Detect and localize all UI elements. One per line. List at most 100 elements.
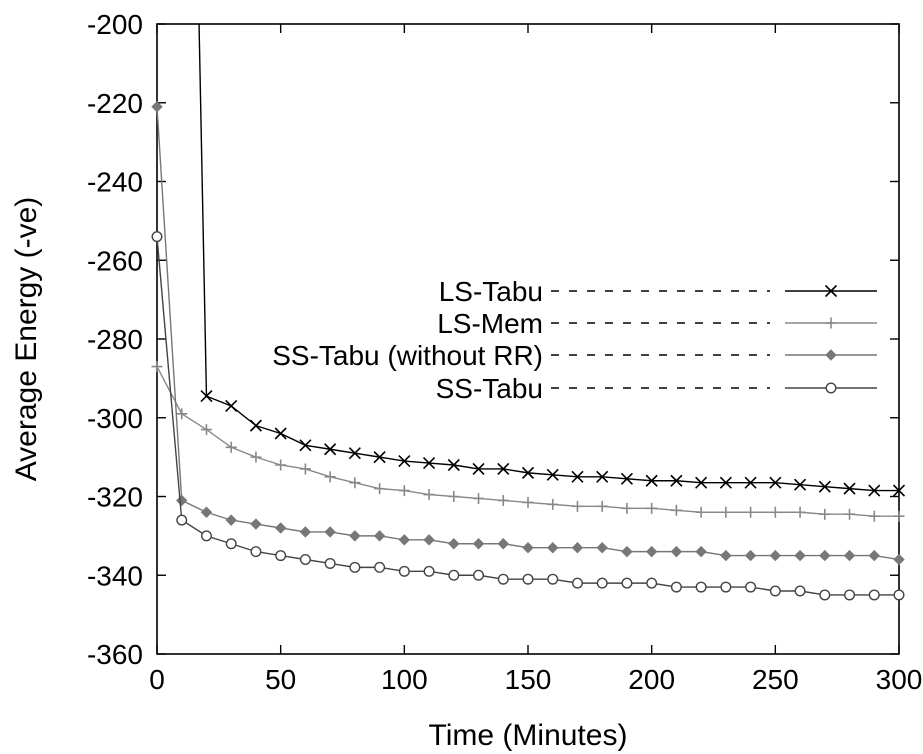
marker-x — [225, 399, 238, 413]
marker-circle — [844, 589, 856, 601]
y-axis-title: Average Energy (-ve) — [10, 197, 43, 482]
marker-circle — [745, 581, 757, 593]
y-tick-label: -300 — [87, 403, 143, 434]
marker-plus — [522, 496, 534, 508]
marker-plus — [571, 500, 583, 512]
marker-plus — [473, 492, 485, 504]
marker-plus — [646, 502, 658, 514]
marker-plus — [324, 471, 336, 483]
marker-circle — [151, 231, 163, 243]
marker-diamond — [621, 545, 633, 558]
marker-x — [521, 466, 535, 479]
series-layer — [151, 23, 906, 601]
marker-plus — [819, 508, 831, 520]
marker-diamond — [547, 541, 559, 554]
marker-plus — [275, 459, 287, 471]
marker-circle — [893, 589, 905, 601]
marker-plus — [745, 506, 757, 518]
marker-plus — [349, 477, 361, 489]
x-tick-label: 50 — [265, 664, 296, 695]
x-tick-label: 0 — [149, 664, 165, 695]
marker-circle — [299, 554, 311, 566]
marker-diamond — [398, 534, 411, 546]
marker-x — [348, 447, 361, 460]
marker-plus — [151, 361, 163, 373]
marker-plus — [398, 485, 410, 497]
marker-circle — [720, 581, 732, 593]
marker-diamond — [472, 538, 485, 550]
marker-circle — [794, 585, 806, 597]
y-tick-label: -340 — [87, 560, 143, 591]
marker-diamond — [497, 538, 509, 550]
marker-plus — [448, 491, 460, 502]
marker-x — [398, 454, 411, 468]
marker-circle — [646, 577, 658, 589]
marker-x — [645, 474, 658, 487]
series-line — [206, 395, 899, 492]
marker-plus — [695, 506, 707, 518]
marker-plus — [374, 483, 386, 495]
marker-circle — [670, 581, 682, 593]
marker-circle — [176, 514, 188, 526]
marker-circle — [398, 565, 410, 577]
marker-plus — [497, 494, 509, 506]
marker-x — [596, 470, 609, 483]
legend-entry: SS-Tabu — [436, 373, 877, 404]
marker-x — [447, 458, 460, 472]
marker-circle — [596, 577, 608, 589]
marker-plus — [825, 317, 837, 329]
marker-plus — [720, 506, 732, 518]
marker-plus — [596, 500, 608, 512]
marker-circle — [250, 546, 262, 558]
marker-diamond — [423, 534, 435, 546]
marker-circle — [868, 589, 880, 601]
x-tick-label: 300 — [876, 664, 923, 695]
marker-circle — [695, 581, 707, 593]
marker-circle — [522, 573, 534, 585]
marker-diamond — [299, 526, 312, 538]
marker-plus — [621, 502, 633, 514]
marker-diamond — [274, 522, 287, 534]
marker-x — [373, 451, 386, 464]
y-tick-label: -220 — [87, 88, 143, 119]
marker-circle — [825, 382, 837, 394]
marker-plus — [200, 424, 212, 436]
marker-circle — [374, 561, 386, 573]
marker-diamond — [769, 549, 782, 562]
marker-diamond — [825, 349, 837, 361]
marker-x — [794, 478, 807, 491]
marker-x — [868, 484, 881, 497]
tick-labels: 0 50 100 150 200 250 300 -360 -340 -320 -300 -280 -2… — [87, 9, 922, 695]
marker-diamond — [868, 549, 880, 562]
marker-x — [818, 480, 831, 493]
marker-diamond — [522, 541, 534, 554]
marker-diamond — [571, 541, 584, 554]
marker-diamond — [324, 526, 336, 538]
marker-x — [892, 484, 906, 497]
legend-entry: LS-Tabu — [439, 276, 877, 307]
y-tick-label: -260 — [87, 245, 143, 276]
marker-x — [571, 470, 584, 483]
marker-diamond — [843, 549, 856, 562]
legend-label: SS-Tabu (without RR) — [272, 340, 543, 371]
marker-plus — [423, 489, 435, 501]
marker-circle — [473, 569, 485, 581]
marker-x — [620, 472, 633, 485]
marker-x — [497, 462, 510, 476]
marker-diamond — [448, 538, 460, 550]
marker-circle — [571, 577, 583, 589]
marker-x — [670, 474, 683, 487]
legend-label: SS-Tabu — [436, 373, 543, 404]
marker-plus — [844, 508, 856, 520]
marker-circle — [621, 577, 633, 589]
marker-circle — [448, 569, 460, 581]
marker-x — [274, 427, 287, 440]
y-tick-label: -280 — [87, 324, 143, 355]
marker-circle — [423, 565, 435, 577]
marker-circle — [225, 538, 237, 550]
legend-entry: SS-Tabu (without RR) — [272, 340, 877, 371]
y-tick-label: -240 — [87, 167, 143, 198]
series-3 — [151, 100, 905, 566]
